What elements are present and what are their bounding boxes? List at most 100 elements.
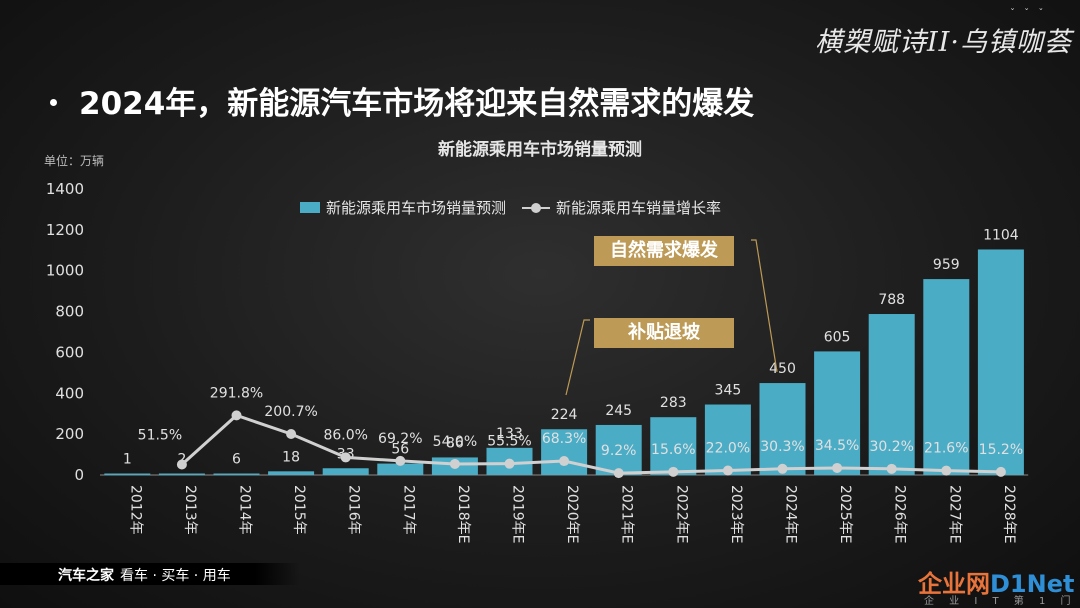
x-tick-label: 2025年E — [837, 485, 853, 543]
y-tick-label: 400 — [55, 384, 84, 402]
growth-rate-point — [668, 466, 679, 477]
legend-bar-label: 新能源乘用车市场销量预测 — [326, 199, 507, 217]
bar — [158, 473, 205, 475]
growth-rate-label: 34.5% — [815, 438, 859, 454]
bar-value-label: 450 — [769, 361, 796, 377]
growth-rate-label: 54.0% — [433, 434, 477, 450]
growth-rate-point — [395, 455, 406, 466]
watermark-logo: 企业网D1Net — [918, 564, 1074, 599]
brand-logo-top-right: 横槊赋诗II·乌镇咖荟 — [815, 27, 1072, 58]
watermark-part1: 企业网 — [918, 570, 990, 598]
growth-rate-label: 22.0% — [706, 441, 750, 457]
growth-rate-label: 68.3% — [542, 431, 586, 447]
bar-value-label: 283 — [660, 395, 687, 411]
headline: 2024年，新能源汽车市场将迎来自然需求的爆发 — [50, 78, 754, 123]
growth-rate-label: 51.5% — [138, 427, 182, 443]
bar-value-label: 245 — [605, 403, 632, 419]
growth-rate-point — [722, 465, 733, 476]
growth-rate-point — [286, 428, 297, 439]
growth-rate-point — [613, 468, 624, 479]
footer-brand-name: 汽车之家 — [58, 568, 114, 584]
watermark-subtitle: 企 业 I T 第 1 门 户 — [924, 596, 1080, 607]
bar — [704, 404, 751, 475]
growth-rate-label: 30.2% — [869, 439, 913, 455]
growth-rate-point — [995, 466, 1006, 477]
bar — [213, 473, 260, 475]
bar — [814, 351, 861, 475]
bar-value-label: 224 — [551, 407, 578, 423]
bar — [868, 314, 915, 475]
y-tick-label: 800 — [55, 303, 84, 321]
legend-bar-swatch — [300, 202, 320, 213]
x-tick-label: 2016年 — [346, 485, 362, 535]
footer-strip — [0, 563, 300, 585]
bar — [595, 424, 642, 475]
x-tick-label: 2019年E — [510, 485, 526, 543]
growth-rate-label: 55.5% — [487, 434, 531, 450]
bar — [923, 279, 970, 475]
growth-rate-point — [886, 463, 897, 474]
x-tick-label: 2013年 — [182, 485, 198, 535]
growth-rate-point — [941, 465, 952, 476]
bar-value-label: 86 — [446, 435, 464, 451]
x-tick-label: 2023年E — [728, 485, 744, 543]
growth-rate-label: 21.6% — [924, 441, 968, 457]
x-tick-label: 2014年 — [237, 485, 253, 535]
bar — [759, 383, 806, 475]
growth-rate-label: 30.3% — [760, 439, 804, 455]
bar-value-label: 788 — [878, 292, 905, 308]
bar-value-label: 133 — [496, 426, 523, 442]
footer-slogan: 看车 · 买车 · 用车 — [120, 568, 231, 584]
growth-rate-label: 9.2% — [601, 443, 637, 459]
bar-value-label: 345 — [715, 383, 742, 399]
x-tick-label: 2021年E — [619, 485, 635, 543]
growth-rate-point — [449, 458, 460, 469]
bar-value-label: 56 — [391, 442, 409, 458]
x-tick-label: 2017年 — [400, 485, 416, 535]
legend-line-label: 新能源乘用车销量增长率 — [556, 199, 722, 217]
growth-rate-label: 86.0% — [323, 427, 367, 443]
bar — [377, 463, 424, 475]
bullet-icon — [50, 99, 57, 106]
y-tick-label: 1000 — [46, 262, 84, 280]
bar — [322, 468, 369, 475]
x-tick-label: 2020年E — [564, 485, 580, 543]
headline-text: 2024年，新能源汽车市场将迎来自然需求的爆发 — [79, 86, 755, 122]
y-tick-label: 1200 — [46, 221, 84, 239]
growth-rate-label: 69.2% — [378, 431, 422, 447]
growth-rate-point — [832, 462, 843, 473]
x-tick-label: 2018年E — [455, 485, 471, 543]
footer-brand: 汽车之家 看车 · 买车 · 用车 — [58, 565, 231, 585]
y-tick-label: 0 — [74, 466, 84, 484]
bar-value-label: 605 — [824, 329, 851, 345]
growth-rate-label: 200.7% — [264, 404, 317, 420]
bar — [977, 249, 1024, 475]
bar — [104, 473, 151, 475]
x-tick-label: 2012年 — [127, 485, 143, 535]
bar-value-label: 1 — [123, 452, 132, 468]
legend-line-swatch — [522, 202, 551, 213]
watermark-part2: D1Net — [990, 570, 1075, 598]
birds-decoration: ˇ ˇ ˇ — [1010, 8, 1047, 19]
x-tick-label: 2026年E — [892, 485, 908, 543]
x-tick-label: 2015年 — [291, 485, 307, 535]
callout-demand-leader — [751, 239, 778, 373]
chart-title: 新能源乘用车市场销量预测 — [438, 140, 642, 160]
bar-value-label: 959 — [933, 257, 960, 273]
callout-subsidy-phaseout: 补贴退坡 — [594, 318, 734, 348]
bar-value-label: 6 — [232, 452, 241, 468]
growth-rate-point — [176, 459, 187, 470]
bar-value-label: 18 — [282, 449, 300, 465]
growth-rate-line — [180, 413, 1001, 475]
x-tick-label: 2028年E — [1001, 485, 1017, 543]
x-tick-label: 2027年E — [946, 485, 962, 543]
chart-legend: 新能源乘用车市场销量预测 新能源乘用车销量增长率 — [300, 197, 721, 218]
growth-rate-point — [777, 463, 788, 474]
y-tick-label: 600 — [55, 343, 84, 361]
growth-rate-label: 15.2% — [979, 442, 1023, 458]
growth-rate-label: 291.8% — [210, 385, 263, 401]
unit-label: 单位：万辆 — [44, 154, 105, 168]
y-tick-label: 1400 — [46, 180, 84, 198]
growth-rate-point — [559, 456, 570, 467]
